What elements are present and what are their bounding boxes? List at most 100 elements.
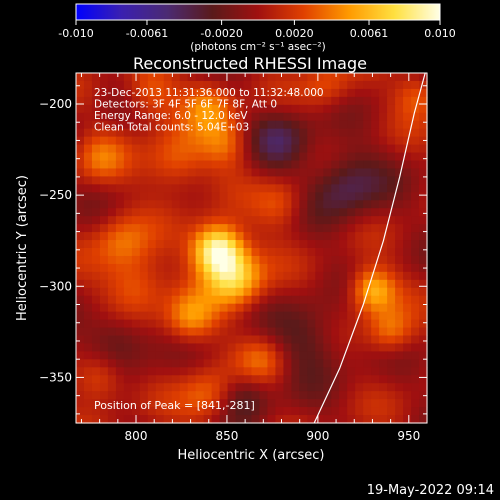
heatmap-cell	[115, 96, 125, 106]
heatmap-cell	[115, 287, 125, 297]
heatmap-cell	[259, 144, 269, 154]
heatmap-cell	[131, 351, 141, 360]
heatmap-cell	[291, 136, 300, 146]
heatmap-cell	[339, 295, 348, 305]
heatmap-cell	[227, 248, 237, 257]
heatmap-cell	[83, 224, 93, 233]
heatmap-cell	[363, 152, 372, 162]
heatmap-cell	[283, 80, 292, 90]
heatmap-cell	[83, 192, 93, 201]
heatmap-cell	[76, 152, 85, 162]
heatmap-cell	[139, 73, 149, 82]
heatmap-cell	[419, 88, 428, 98]
heatmap-cell	[307, 359, 316, 368]
heatmap-cell	[131, 367, 141, 376]
heatmap-cell	[163, 120, 173, 130]
heatmap-cell	[403, 415, 412, 424]
heatmap-cell	[131, 327, 141, 337]
peak-position-label: Position of Peak = [841,-281]	[94, 399, 255, 412]
heatmap-cell	[123, 136, 133, 146]
heatmap-cell	[219, 240, 229, 249]
heatmap-cell	[163, 303, 173, 313]
heatmap-cell	[147, 176, 157, 185]
heatmap-cell	[227, 303, 237, 313]
heatmap-cell	[387, 73, 396, 82]
heatmap-cell	[387, 104, 396, 114]
heatmap-cell	[363, 128, 372, 138]
heatmap-cell	[363, 240, 372, 249]
heatmap-cell	[371, 311, 380, 321]
heatmap-cell	[131, 200, 141, 209]
heatmap-cell	[387, 359, 396, 368]
heatmap-cell	[267, 88, 277, 98]
heatmap-cell	[339, 248, 348, 257]
heatmap-cell	[243, 319, 253, 329]
heatmap-cell	[395, 359, 404, 368]
heatmap-cell	[195, 375, 205, 384]
heatmap-cell	[171, 136, 181, 146]
heatmap-cell	[267, 311, 277, 321]
heatmap-cell	[403, 359, 412, 368]
heatmap-cell	[251, 248, 261, 257]
heatmap-cell	[115, 367, 125, 376]
heatmap-cell	[203, 383, 213, 392]
heatmap-cell	[99, 136, 109, 146]
heatmap-cell	[243, 311, 253, 321]
heatmap-cell	[419, 96, 428, 106]
heatmap-cell	[347, 263, 356, 273]
heatmap-cell	[419, 200, 428, 209]
heatmap-cell	[387, 303, 396, 313]
heatmap-cell	[363, 383, 372, 392]
heatmap-cell	[203, 128, 213, 138]
heatmap-cell	[387, 80, 396, 90]
heatmap-cell	[227, 415, 237, 424]
heatmap-cell	[339, 73, 348, 82]
heatmap-cell	[411, 271, 420, 281]
heatmap-cell	[131, 255, 141, 265]
heatmap-cell	[179, 136, 189, 146]
heatmap-cell	[211, 216, 221, 225]
heatmap-cell	[115, 136, 125, 146]
heatmap-cell	[99, 240, 109, 249]
heatmap-cell	[107, 359, 117, 368]
heatmap-cell	[331, 240, 340, 249]
heatmap-cell	[76, 112, 85, 122]
heatmap-cell	[283, 255, 292, 265]
heatmap-cell	[131, 128, 141, 138]
heatmap-cell	[171, 271, 181, 281]
heatmap-cell	[83, 240, 93, 249]
heatmap-cell	[387, 200, 396, 209]
heatmap-cell	[243, 208, 253, 217]
heatmap-cell	[107, 399, 117, 408]
heatmap-cell	[251, 287, 261, 297]
heatmap-cell	[419, 415, 428, 424]
heatmap-cell	[243, 399, 253, 408]
heatmap-cell	[219, 104, 229, 114]
heatmap-cell	[307, 176, 316, 185]
heatmap-cell	[411, 399, 420, 408]
heatmap-cell	[395, 128, 404, 138]
heatmap-cell	[331, 335, 340, 345]
info-line: 23-Dec-2013 11:31:36.000 to 11:32:48.000	[94, 87, 324, 99]
heatmap-cell	[363, 375, 372, 384]
heatmap-cell	[411, 391, 420, 400]
heatmap-cell	[395, 399, 404, 408]
heatmap-cell	[291, 73, 300, 82]
heatmap-cell	[379, 335, 388, 345]
heatmap-cell	[243, 407, 253, 416]
heatmap-cell	[235, 192, 245, 201]
heatmap-cell	[347, 391, 356, 400]
heatmap-cell	[243, 160, 253, 170]
heatmap-cell	[371, 351, 380, 360]
heatmap-cell	[147, 80, 157, 90]
heatmap-cell	[323, 200, 332, 209]
heatmap-cell	[83, 248, 93, 257]
heatmap-cell	[155, 335, 165, 345]
heatmap-cell	[395, 319, 404, 329]
heatmap-cell	[139, 311, 149, 321]
heatmap	[76, 73, 428, 424]
heatmap-cell	[243, 375, 253, 384]
heatmap-cell	[299, 208, 308, 217]
heatmap-cell	[315, 287, 324, 297]
heatmap-cell	[203, 375, 213, 384]
